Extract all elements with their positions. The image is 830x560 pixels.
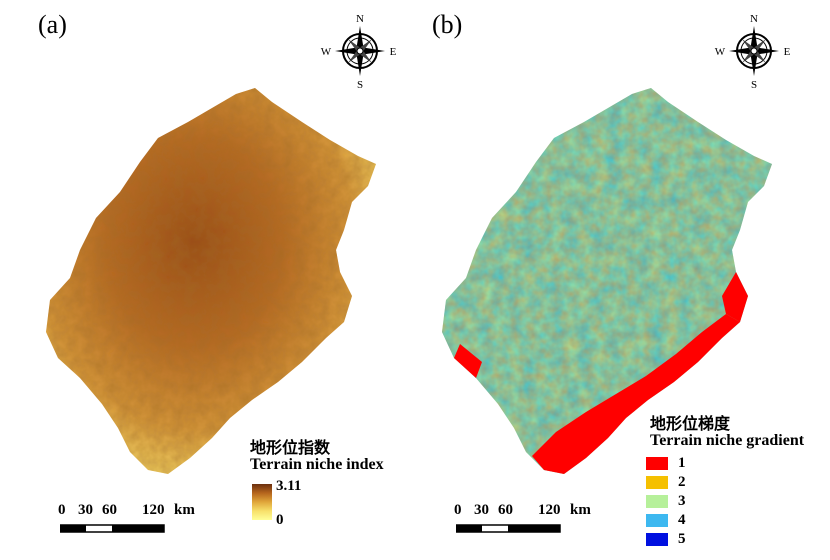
compass-rose-b: N S W E: [714, 12, 794, 95]
ramp-max-label: 3.11: [276, 478, 302, 494]
compass-n: N: [356, 13, 364, 25]
compass-n: N: [750, 13, 758, 25]
compass-rose-a: N S W E: [320, 12, 400, 95]
legend-class-4: 4: [646, 512, 686, 529]
scale-unit: km: [570, 502, 591, 518]
panel-b-label: (b): [432, 10, 463, 39]
color-ramp-a: [252, 484, 272, 520]
legend-title-cn-a: 地形位指数: [250, 438, 331, 457]
terrain-niche-gradient-map: [442, 88, 772, 474]
scale-tick-0: 0: [454, 502, 462, 518]
legend-class-label: 1: [678, 455, 686, 471]
legend-swatch-4: [646, 514, 668, 527]
legend-swatch-1: [646, 457, 668, 470]
compass-e: E: [390, 46, 397, 58]
legend-class-1: 1: [646, 455, 686, 472]
compass-w: W: [321, 46, 332, 58]
legend-title-en-b: Terrain niche gradient: [650, 432, 805, 449]
compass-e: E: [784, 46, 791, 58]
legend-swatch-5: [646, 533, 668, 546]
scale-tick-30: 30: [474, 502, 489, 518]
scale-tick-120: 120: [142, 502, 165, 518]
panel-a-label: (a): [38, 10, 67, 39]
scale-tick-120: 120: [538, 502, 561, 518]
scale-labels-a: 0 30 60 120 km: [58, 502, 258, 522]
legend-class-label: 2: [678, 474, 686, 490]
scale-tick-60: 60: [498, 502, 513, 518]
legend-class-3: 3: [646, 493, 686, 510]
legend-class-label: 5: [678, 531, 686, 547]
compass-s: S: [357, 79, 363, 90]
legend-swatch-2: [646, 476, 668, 489]
legend-class-label: 4: [678, 512, 686, 528]
terrain-niche-index-map: [46, 88, 376, 474]
scale-tick-30: 30: [78, 502, 93, 518]
scale-labels-b: 0 30 60 120 km: [454, 502, 654, 522]
legend-title-en-a: Terrain niche index: [250, 456, 384, 473]
legend-class-2: 2: [646, 474, 686, 491]
scalebar-b: [456, 524, 561, 533]
legend-title-cn-b: 地形位梯度: [650, 414, 731, 433]
scale-tick-0: 0: [58, 502, 66, 518]
compass-w: W: [715, 46, 726, 58]
legend-class-5: 5: [646, 531, 686, 548]
compass-rose-icon: N S W E: [321, 13, 397, 91]
compass-rose-icon: N S W E: [715, 13, 791, 91]
ramp-min-label: 0: [276, 512, 284, 528]
scalebar-a: [60, 524, 165, 533]
legend-class-label: 3: [678, 493, 686, 509]
scale-tick-60: 60: [102, 502, 117, 518]
scale-unit: km: [174, 502, 195, 518]
compass-s: S: [751, 79, 757, 90]
legend-swatch-3: [646, 495, 668, 508]
